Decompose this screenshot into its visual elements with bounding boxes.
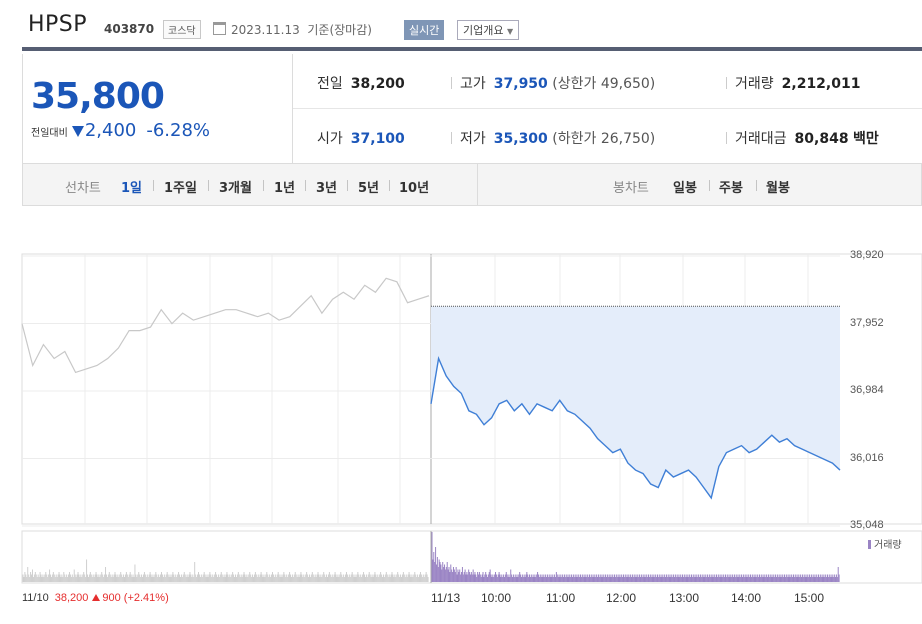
- x-tick-label: 13:00: [669, 591, 700, 605]
- upper-limit-value: 49,650): [600, 76, 656, 92]
- period-5y[interactable]: 5년: [358, 181, 380, 196]
- prev-day-date: 11/10: [22, 592, 49, 604]
- volume-panel-frame: [21, 530, 922, 584]
- volume-legend-label: 거래량: [874, 540, 902, 551]
- stock-header: HPSP 403870 코스닥 2023.11.13 기준(장마감) 실시간 기…: [0, 0, 922, 44]
- high-cell: 고가 37,950 (상한가 49,650): [451, 73, 655, 93]
- prev-day-change-pct: (+2.41%): [123, 592, 169, 604]
- period-bar: 선차트 1일 1주일 3개월 1년 3년 5년 10년 봉차트 일봉 주봉 월봉: [22, 164, 922, 206]
- calendar-icon: [213, 22, 226, 35]
- high-label: 고가: [460, 76, 486, 92]
- x-tick-label: 14:00: [731, 591, 762, 605]
- amount-value: 80,848: [794, 131, 849, 147]
- y-tick-label: 36,016: [850, 451, 884, 464]
- period-separator: [153, 180, 154, 191]
- x-tick-label: 10:00: [481, 591, 512, 605]
- realtime-button[interactable]: 실시간: [404, 20, 445, 40]
- open-value: 37,100: [350, 131, 405, 147]
- lower-limit-label: (하한가: [552, 131, 597, 147]
- period-10y[interactable]: 10년: [399, 181, 430, 196]
- date-value: 2023.11.13: [231, 23, 300, 37]
- prev-close-cell: 전일 38,200: [317, 73, 405, 93]
- today-area-fill: [431, 306, 840, 498]
- stock-name: HPSP: [28, 12, 88, 37]
- x-tick-label: 12:00: [606, 591, 637, 605]
- cell-separator: [726, 77, 727, 89]
- y-tick-label: 37,952: [850, 316, 884, 329]
- volume-label: 거래량: [735, 76, 774, 92]
- candle-monthly[interactable]: 월봉: [766, 181, 790, 196]
- quote-divider: [292, 54, 293, 163]
- chart-canvas: [21, 253, 922, 584]
- lower-limit-value: 26,750): [600, 131, 656, 147]
- volume-value: 2,212,011: [781, 76, 861, 92]
- low-value: 35,300: [493, 131, 548, 147]
- down-triangle-icon: [71, 126, 84, 137]
- low-cell: 저가 35,300 (하한가 26,750): [451, 128, 655, 148]
- stock-code: 403870: [104, 22, 155, 36]
- period-separator: [263, 180, 264, 191]
- prev-close-label: 전일: [317, 76, 343, 92]
- y-tick-label: 36,984: [850, 384, 884, 396]
- today-price-line: [430, 356, 841, 500]
- change-value: 2,400: [84, 120, 137, 141]
- x-tick-label: 11:00: [546, 591, 576, 605]
- period-1d[interactable]: 1일: [121, 181, 143, 196]
- price-chart: 38,920 37,952 36,984 36,016 35,048 11/13 10:0…: [0, 236, 922, 624]
- prev-day-close: 38,200: [54, 592, 89, 604]
- quote-row-divider: [293, 108, 922, 109]
- line-chart-label: 선차트: [65, 181, 101, 196]
- candle-chart-label: 봉차트: [613, 181, 649, 196]
- prev-close-value: 38,200: [350, 76, 405, 92]
- chevron-down-icon: ▼: [506, 27, 514, 36]
- prev-day-summary: 11/10 38,200 900 (+2.41%): [22, 592, 169, 604]
- amount-unit: 백만: [853, 131, 879, 147]
- prev-day-change: 900: [102, 592, 121, 604]
- amount-label: 거래대금: [735, 131, 787, 147]
- period-separator: [305, 180, 306, 191]
- period-separator: [709, 180, 710, 191]
- cell-separator: [726, 132, 727, 144]
- quote-panel: 35,800 전일대비 2,400 -6.28% 전일 38,200 고가 37,950…: [22, 54, 922, 164]
- x-tick-label: 11/13: [431, 591, 461, 605]
- cell-separator: [451, 132, 452, 144]
- volume-legend: 거래량: [868, 536, 902, 551]
- change-percent: -6.28%: [146, 120, 211, 141]
- date-basis: 기준(장마감): [307, 23, 372, 37]
- high-value: 37,950: [493, 76, 548, 92]
- change-label: 전일대비: [31, 128, 68, 139]
- change-row: 전일대비 2,400 -6.28%: [31, 120, 210, 141]
- company-overview-label: 기업개요: [463, 24, 504, 37]
- header-rule: [22, 47, 922, 51]
- market-badge: 코스닥: [163, 20, 201, 39]
- volume-swatch: [868, 540, 871, 549]
- volume-cell: 거래량 2,212,011: [726, 73, 860, 93]
- period-separator: [347, 180, 348, 191]
- upper-limit-label: (상한가: [552, 76, 597, 92]
- y-tick-label: 38,920: [850, 249, 884, 261]
- quote-date: 2023.11.13 기준(장마감): [231, 21, 372, 38]
- current-price: 35,800: [31, 76, 165, 117]
- period-separator: [389, 180, 390, 191]
- period-separator: [208, 180, 209, 191]
- period-separator: [756, 180, 757, 191]
- y-tick-label: 35,048: [850, 519, 884, 531]
- period-divider: [477, 164, 478, 205]
- candle-weekly[interactable]: 주봉: [719, 181, 743, 196]
- period-3y[interactable]: 3년: [316, 181, 338, 196]
- x-tick-label: 15:00: [794, 591, 825, 605]
- candle-daily[interactable]: 일봉: [673, 181, 697, 196]
- period-3m[interactable]: 3개월: [219, 181, 252, 196]
- amount-cell: 거래대금 80,848 백만: [726, 128, 879, 148]
- cell-separator: [451, 77, 452, 89]
- low-label: 저가: [460, 131, 486, 147]
- open-cell: 시가 37,100: [317, 128, 405, 148]
- open-label: 시가: [317, 131, 343, 147]
- period-1w[interactable]: 1주일: [164, 181, 197, 196]
- up-triangle-icon: [92, 594, 101, 601]
- prev-day-price-line: [21, 277, 430, 374]
- company-overview-dropdown[interactable]: 기업개요 ▼: [457, 20, 520, 40]
- period-1y[interactable]: 1년: [274, 181, 296, 196]
